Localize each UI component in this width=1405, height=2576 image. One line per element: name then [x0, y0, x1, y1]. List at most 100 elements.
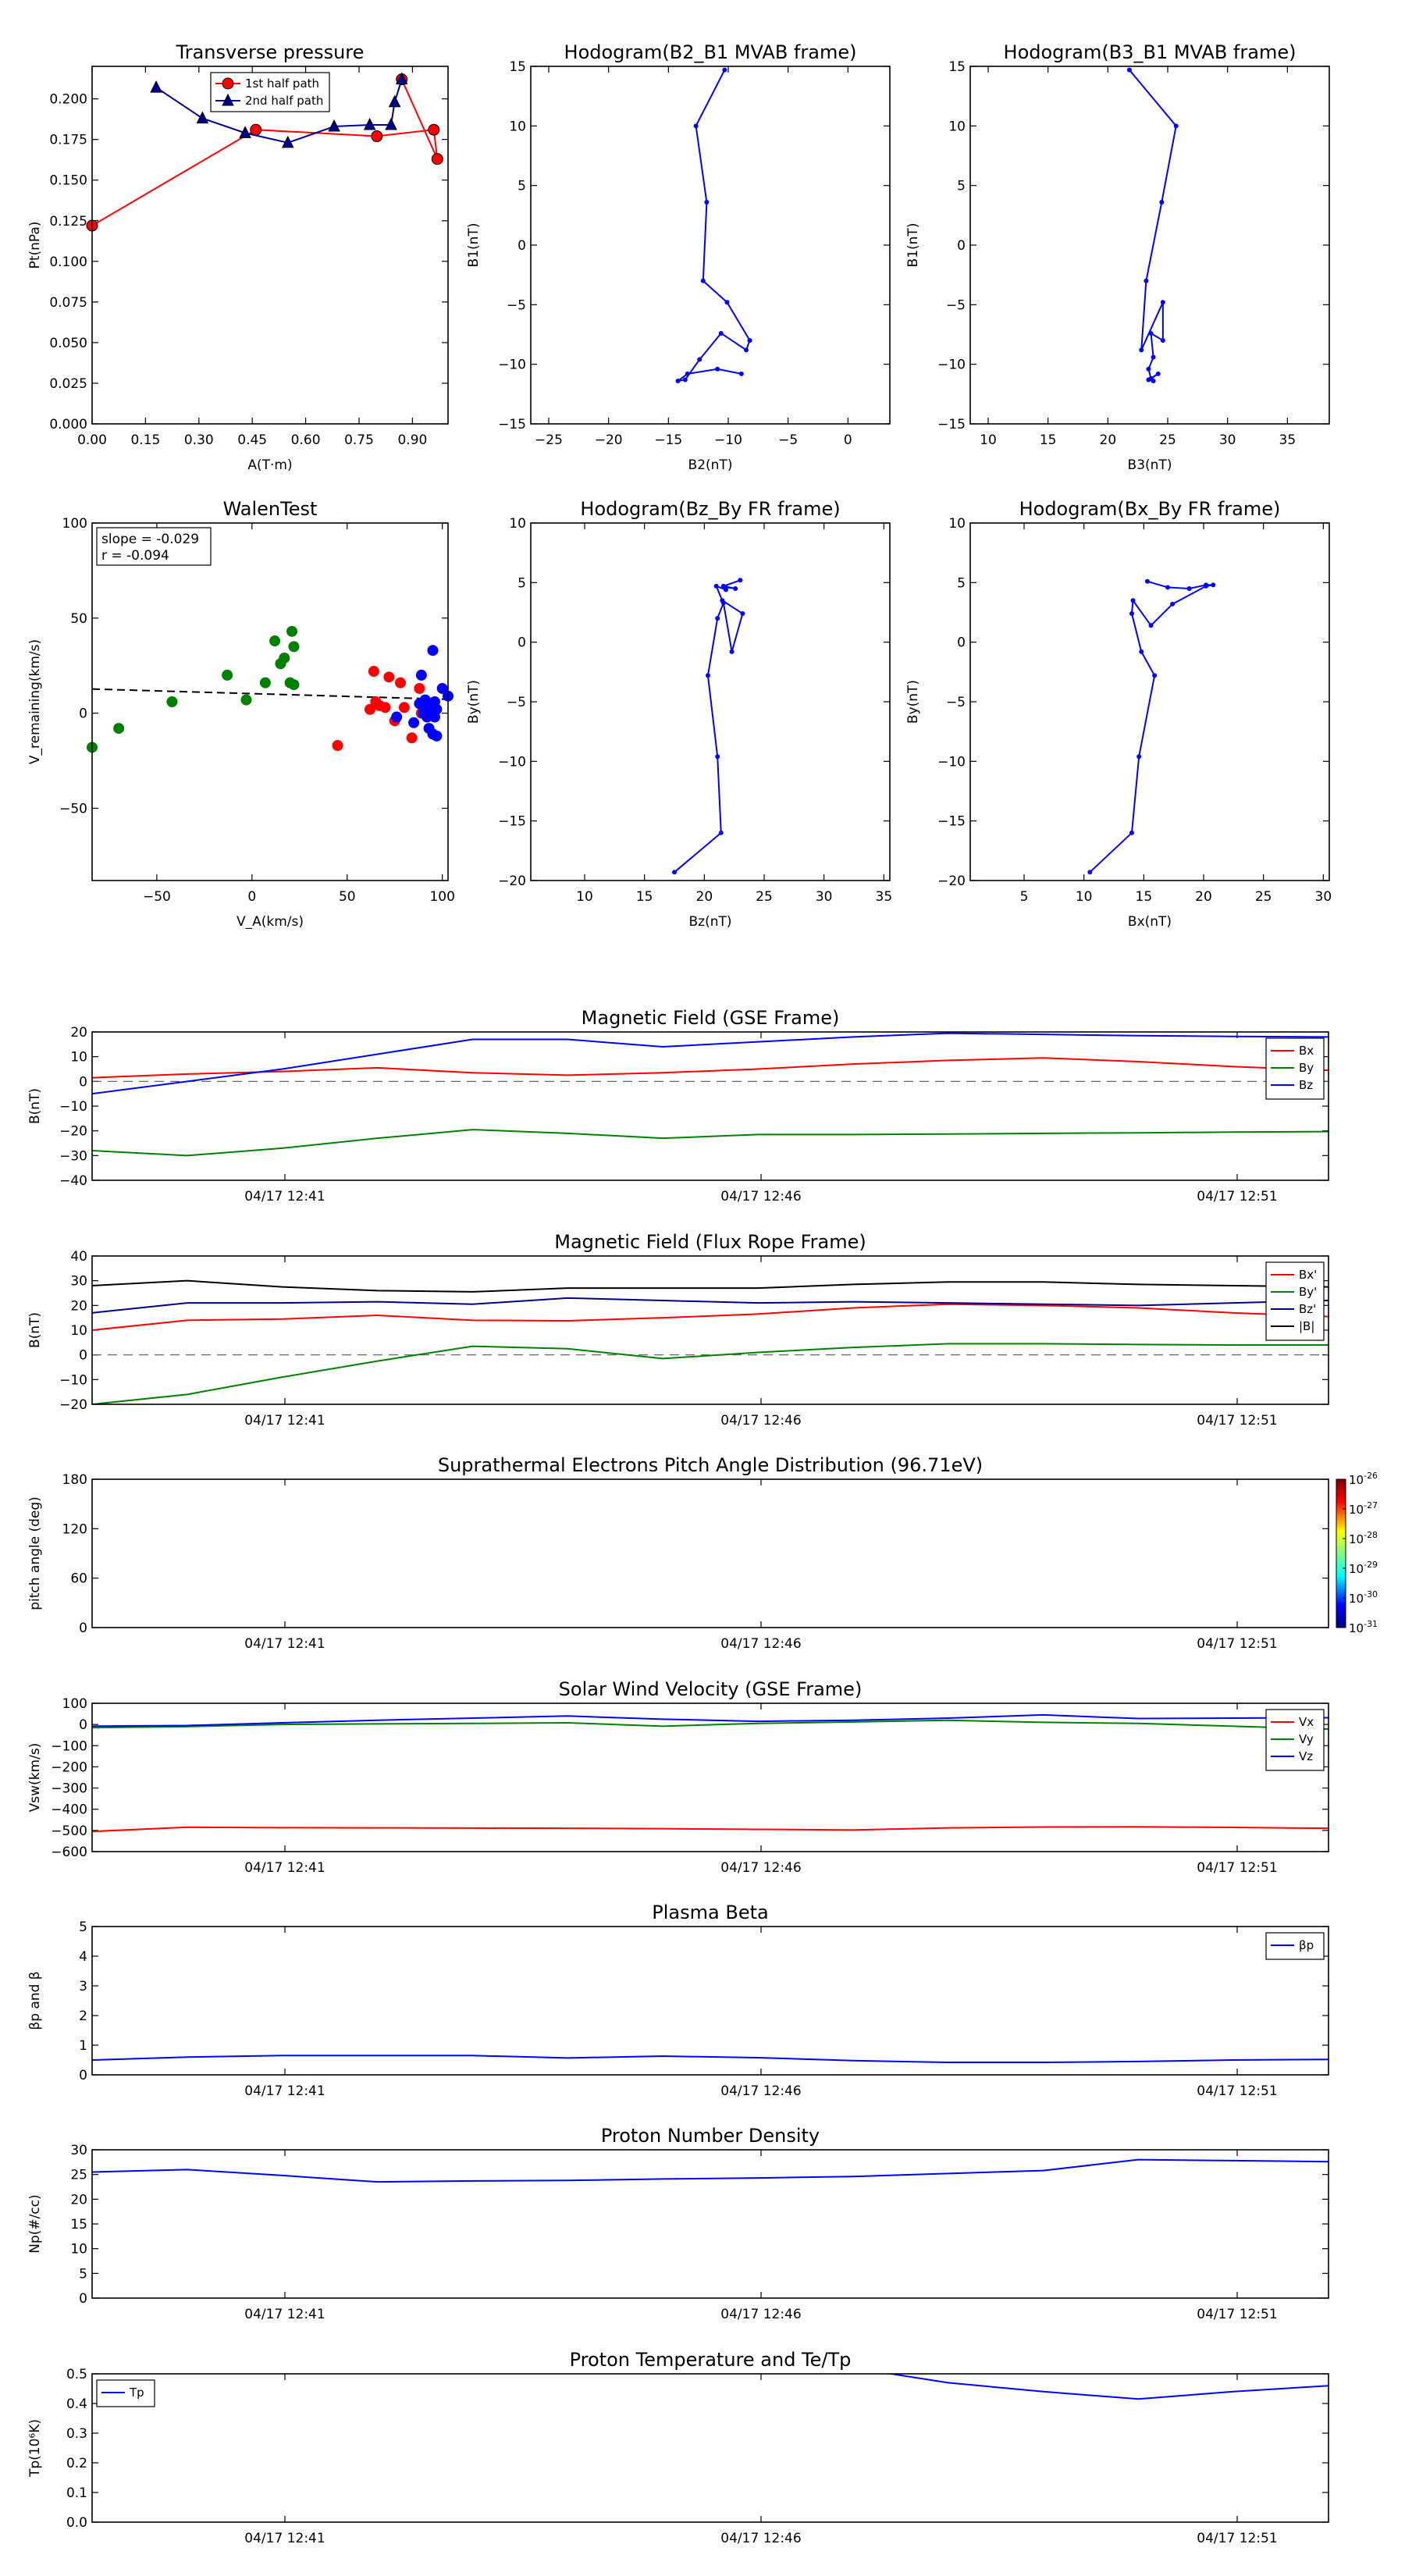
y-tick-label: 20: [70, 1298, 87, 1314]
data-point: [724, 300, 730, 305]
y-tick-label: −400: [51, 1802, 87, 1818]
chart-title: Proton Temperature and Te/Tp: [570, 2349, 852, 2371]
y-tick-label: 0: [79, 1621, 87, 1636]
y-tick-label: 5: [957, 575, 966, 591]
series-line: [678, 69, 751, 382]
y-axis-label: βp and β: [27, 1971, 43, 2030]
x-tick-label: 0: [247, 889, 256, 905]
y-tick-label: 0: [79, 1717, 87, 1733]
data-point: [1129, 611, 1134, 617]
y-tick-label: 50: [70, 611, 87, 627]
x-tick-label: 15: [1040, 432, 1057, 448]
data-point: [259, 677, 271, 688]
data-point: [1159, 200, 1165, 205]
y-tick-label: 30: [70, 1274, 87, 1290]
x-tick-label: 10: [576, 889, 593, 905]
legend-label: Tp: [129, 2386, 144, 2400]
data-point: [704, 200, 710, 205]
data-point: [240, 694, 252, 706]
data-point: [385, 117, 397, 130]
y-tick-label: 120: [62, 1521, 87, 1537]
series-line-2: [92, 1297, 1329, 1314]
y-tick-label: 0: [79, 2068, 87, 2083]
proton-temperature-frame: [91, 2373, 1329, 2523]
data-point: [747, 338, 752, 343]
data-point: [328, 119, 340, 132]
x-tick-label: 5: [1020, 889, 1029, 905]
y-tick-label: 0.2: [66, 2456, 87, 2471]
series-line-1: [92, 1343, 1329, 1404]
y-axis-label: Vsw(km/s): [27, 1743, 43, 1813]
data-point: [383, 671, 395, 683]
chart-title: Hodogram(Bz_By FR frame): [580, 498, 840, 520]
x-tick-label: 0.30: [184, 432, 214, 448]
y-axis-label: By(nT): [905, 680, 921, 724]
x-tick-label: 0.90: [397, 432, 427, 448]
y-tick-label: 30: [70, 2143, 87, 2158]
y-tick-label: 15: [70, 2217, 87, 2233]
y-tick-label: 10: [509, 119, 526, 134]
data-point: [288, 679, 300, 691]
data-point: [697, 357, 702, 362]
data-point: [388, 94, 401, 108]
series-line-0: [92, 1303, 1329, 1331]
chart-title: Magnetic Field (Flux Rope Frame): [554, 1231, 866, 1253]
y-tick-label: −15: [937, 814, 966, 830]
x-tick-label: 20: [1100, 432, 1117, 448]
y-tick-label: 5: [518, 575, 526, 591]
x-tick-label: 04/17 12:51: [1197, 2307, 1277, 2322]
data-point: [1146, 366, 1151, 372]
y-tick-label: 0: [79, 1074, 87, 1090]
colorbar-label: 10-27: [1349, 1500, 1378, 1517]
data-point: [1129, 830, 1134, 835]
data-point: [414, 682, 425, 694]
data-point: [279, 652, 290, 664]
data-point: [222, 77, 234, 90]
data-point: [166, 696, 178, 707]
x-tick-label: 0.45: [237, 432, 267, 448]
hodogram-b3-b1-frame: [969, 66, 1330, 425]
y-tick-label: −5: [507, 297, 526, 313]
chart-title: Plasma Beta: [652, 1902, 768, 1923]
chart-walen-test: WalenTest −50 0 50 100 −50 0 50 100 V_A(km/s) V_re…: [27, 498, 455, 930]
y-tick-label: 40: [70, 1249, 87, 1265]
data-point: [740, 611, 745, 617]
legend-label: By': [1299, 1285, 1317, 1299]
x-tick-label: 30: [1315, 889, 1332, 905]
y-tick-label: −10: [59, 1372, 87, 1388]
x-tick-label: 0.75: [344, 432, 374, 448]
data-point: [682, 377, 688, 382]
y-tick-label: −20: [498, 873, 526, 889]
x-tick-label: 15: [1136, 889, 1153, 905]
magnetic-field-gse-frame: [91, 1031, 1329, 1181]
x-axis-label: Bx(nT): [1128, 914, 1172, 930]
data-point: [1151, 354, 1156, 360]
y-tick-label: 0: [79, 706, 87, 722]
y-axis-label: V_remaining(km/s): [27, 639, 43, 764]
x-tick-label: 04/17 12:41: [244, 1413, 325, 1429]
x-tick-label: −5: [778, 432, 798, 448]
data-point: [436, 682, 448, 694]
y-tick-label: 0: [79, 2291, 87, 2307]
plasma-beta-frame: [91, 1926, 1329, 2076]
data-point: [398, 702, 410, 713]
chart-title: Solar Wind Velocity (GSE Frame): [559, 1678, 863, 1700]
chart-title: Hodogram(Bx_By FR frame): [1019, 498, 1281, 520]
y-tick-label: 0.175: [49, 133, 87, 148]
data-point: [113, 723, 125, 735]
y-tick-label: 0.050: [49, 336, 87, 351]
y-tick-label: 0.125: [49, 214, 87, 229]
series-group: [92, 1032, 1329, 1157]
chart-title: Proton Number Density: [601, 2125, 820, 2147]
data-point: [379, 702, 391, 713]
series-1: [150, 72, 408, 148]
legend: Tp: [96, 2379, 155, 2407]
hodogram-bx-by-frame: [969, 522, 1330, 881]
y-tick-label: 0.0: [66, 2515, 87, 2531]
x-tick-label: 0.00: [77, 432, 107, 448]
y-tick-label: 5: [518, 179, 526, 194]
legend: βp: [1265, 1932, 1325, 1960]
series-line-1: [92, 1719, 1329, 1731]
data-point: [1170, 601, 1176, 607]
legend-label: By: [1299, 1061, 1314, 1075]
